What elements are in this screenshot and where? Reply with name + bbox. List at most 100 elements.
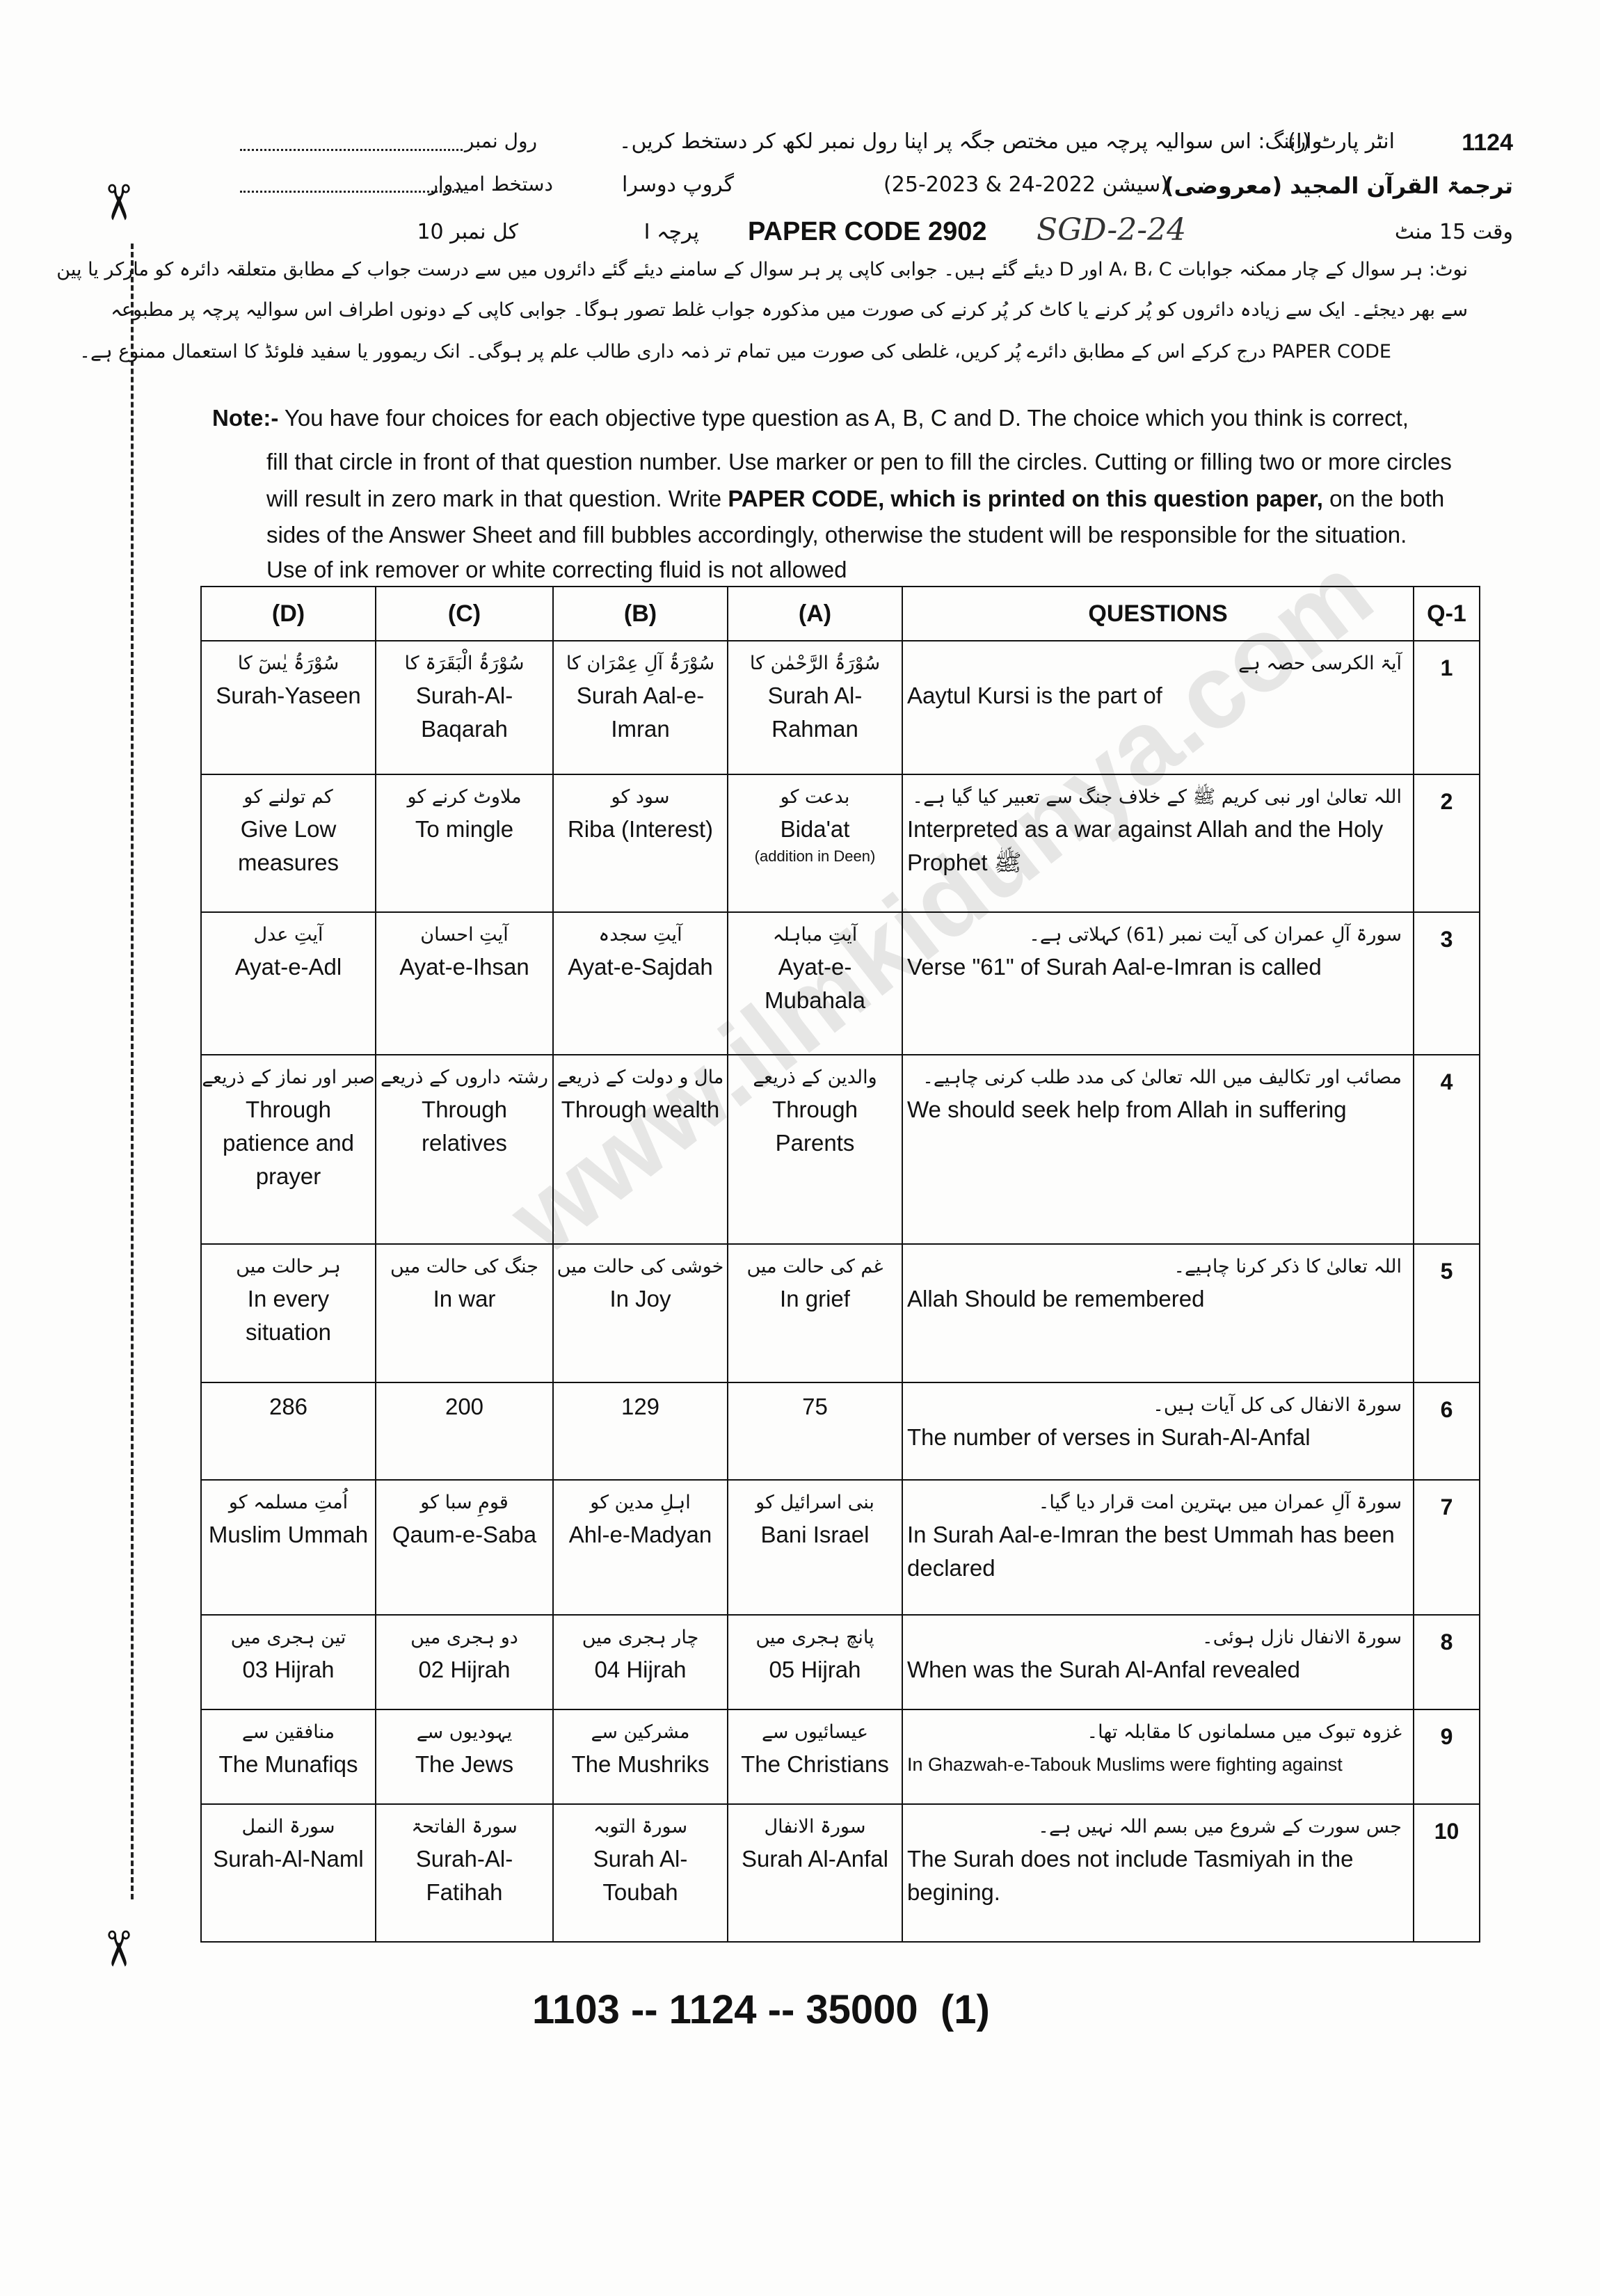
option-urdu: آیتِ احسان (420, 924, 509, 946)
question-number: 2 (1413, 774, 1480, 913)
option-urdu: مال و دولت کے ذریعے (557, 1067, 724, 1088)
option-cell: 200 (375, 1382, 554, 1481)
option-urdu: مشرکین سے (591, 1721, 690, 1743)
question-english: In Surah Aal-e-Imran the best Ummah has … (907, 1522, 1395, 1581)
question-cell: اللہ تعالیٰ اور نبی کریم ﷺ کے خلاف جنگ س… (902, 774, 1414, 913)
time: وقت 15 منٹ (1394, 220, 1513, 244)
subject: ترجمۃ القرآن المجید (معروضی) (1163, 173, 1513, 199)
option-cell: سُوْرَۃُ آلِ عِمْرَان کا Surah Aal-e-Imra… (552, 640, 728, 775)
option-urdu: جنگ کی حالت میں (390, 1256, 538, 1277)
option-cell: والدین کے ذریعے Through Parents (727, 1054, 903, 1245)
option-cell: سود کو Riba (Interest) (552, 774, 728, 913)
option-urdu: بدعت کو (780, 786, 850, 808)
question-number: 7 (1413, 1479, 1480, 1616)
paper: پرچہ I (643, 220, 699, 244)
option-english: Ayat-e-Sajdah (568, 954, 713, 980)
option-urdu: آیتِ سجدہ (598, 924, 682, 946)
option-urdu: بنی اسرائیل کو (755, 1492, 874, 1513)
option-english: Surah-Yaseen (216, 683, 361, 708)
scissors-icon: ✂ (90, 182, 145, 223)
column-header: (B) (552, 586, 728, 641)
option-cell: چار ہجری میں 04 Hijrah (552, 1614, 728, 1710)
option-urdu: سُوْرَۃُ یٰسٓ کا (237, 653, 339, 674)
option-english: Riba (Interest) (567, 816, 714, 842)
note-urdu-line: نوٹ: ہر سوال کے چار ممکنہ جوابات A، B، C… (56, 259, 1468, 280)
option-english: 200 (445, 1394, 484, 1419)
column-header: QUESTIONS (902, 586, 1414, 641)
option-cell: قومِ سبا کو Qaum-e-Saba (375, 1479, 554, 1616)
option-cell: تین ہجری میں 03 Hijrah (200, 1614, 376, 1710)
question-number: 10 (1413, 1803, 1480, 1943)
question-cell: سورۃ آلِ عمران کی آیت نمبر (61) کہلاتی ہ… (902, 911, 1414, 1055)
note-text: You have four choices for each objective… (284, 405, 1409, 431)
option-urdu: صبر اور نماز کے ذریعے (202, 1067, 375, 1088)
question-english: Interpreted as a war against Allah and t… (907, 816, 1384, 875)
handwritten-code: SGD-2-24 (1037, 212, 1187, 248)
roll-no-label: رول نمبر (464, 129, 537, 152)
option-cell: بنی اسرائیل کو Bani Israel (727, 1479, 903, 1616)
option-english: 03 Hijrah (242, 1657, 335, 1682)
option-urdu: اہلِ مدین کو (590, 1492, 691, 1513)
option-english: Surah Al-Anfal (742, 1846, 888, 1872)
question-cell: جس سورت کے شروع میں بسم اللہ نہیں ہے۔ The… (902, 1803, 1414, 1943)
question-number: 3 (1413, 911, 1480, 1055)
roll-no-field (240, 149, 463, 151)
note-english-line: sides of the Answer Sheet and fill bubbl… (266, 522, 1407, 548)
question-english: We should seek help from Allah in suffer… (907, 1097, 1347, 1122)
option-urdu: سُوْرَۃُ آلِ عِمْرَان کا (566, 653, 715, 674)
part: انٹر پارٹ (I) (1288, 129, 1395, 154)
option-cell: صبر اور نماز کے ذریعے Through patience an… (200, 1054, 376, 1245)
paper-number: 1124 (1462, 129, 1513, 156)
option-urdu: سود کو (611, 786, 670, 808)
question-number: 9 (1413, 1709, 1480, 1805)
option-urdu: عیسائیوں سے (761, 1721, 869, 1743)
question-urdu: جس سورت کے شروع میں بسم اللہ نہیں ہے۔ (1038, 1816, 1402, 1837)
question-urdu: مصائب اور تکالیف میں اللہ تعالیٰ کی مدد … (922, 1067, 1402, 1088)
option-english: Through wealth (561, 1097, 720, 1122)
option-english: In Joy (609, 1286, 671, 1312)
option-urdu: آیتِ عدل (253, 924, 323, 946)
option-cell: مشرکین سے The Mushriks (552, 1709, 728, 1805)
option-english: 04 Hijrah (594, 1657, 687, 1682)
option-english: Qaum-e-Saba (392, 1522, 537, 1547)
option-cell: خوشی کی حالت میں In Joy (552, 1243, 728, 1383)
note-english-line: Note:- You have four choices for each ob… (212, 405, 1409, 431)
option-cell: اُمتِ مسلمہ کو Muslim Ummah (200, 1479, 376, 1616)
option-english: The Munafiqs (218, 1751, 358, 1777)
option-cell: عیسائیوں سے The Christians (727, 1709, 903, 1805)
question-cell: سورۃ آلِ عمران میں بہترین امت قرار دیا گ… (902, 1479, 1414, 1616)
option-urdu: سورۃ التوبہ (593, 1816, 688, 1837)
note-english-line: will result in zero mark in that questio… (266, 486, 1444, 512)
note-text: on the both (1329, 486, 1445, 511)
signature-field (240, 191, 463, 193)
question-urdu: سورۃ آلِ عمران کی آیت نمبر (61) کہلاتی ہ… (1029, 924, 1402, 946)
question-cell: مصائب اور تکالیف میں اللہ تعالیٰ کی مدد … (902, 1054, 1414, 1245)
question-cell: آیۃ الکرسی حصہ ہے Aaytul Kursi is the par… (902, 640, 1414, 775)
question-urdu: اللہ تعالیٰ کا ذکر کرنا چاہیے۔ (1174, 1256, 1402, 1277)
option-cell: منافقین سے The Munafiqs (200, 1709, 376, 1805)
option-cell: آیتِ سجدہ Ayat-e-Sajdah (552, 911, 728, 1055)
option-urdu: رشتہ داروں کے ذریعے (381, 1067, 548, 1088)
option-english: Surah-Al-Baqarah (415, 683, 513, 742)
option-cell: 75 (727, 1382, 903, 1481)
option-cell: مال و دولت کے ذریعے Through wealth (552, 1054, 728, 1245)
marks: کل نمبر 10 (417, 220, 518, 244)
column-header: (C) (375, 586, 554, 641)
option-cell: آیتِ مباہلہ Ayat-e-Mubahala (727, 911, 903, 1055)
column-header: Q-1 (1413, 586, 1480, 641)
option-english: Surah-Al-Naml (213, 1846, 364, 1872)
question-english: When was the Surah Al-Anfal revealed (907, 1657, 1300, 1682)
option-urdu: آیتِ مباہلہ (772, 924, 858, 946)
question-urdu: غزوہ تبوک میں مسلمانوں کا مقابلہ تھا۔ (1087, 1721, 1402, 1743)
note-english-line: Use of ink remover or white correcting f… (266, 557, 847, 582)
option-cell: رشتہ داروں کے ذریعے Through relatives (375, 1054, 554, 1245)
option-cell: سورۃ الفاتحۃ Surah-Al-Fatihah (375, 1803, 554, 1943)
option-english: Through Parents (772, 1097, 858, 1156)
option-english: 75 (802, 1394, 828, 1419)
option-cell: 129 (552, 1382, 728, 1481)
paper-code: PAPER CODE 2902 (748, 217, 987, 246)
option-english: Through relatives (422, 1097, 507, 1156)
option-cell: آیتِ احسان Ayat-e-Ihsan (375, 911, 554, 1055)
option-english: The Jews (415, 1751, 514, 1777)
